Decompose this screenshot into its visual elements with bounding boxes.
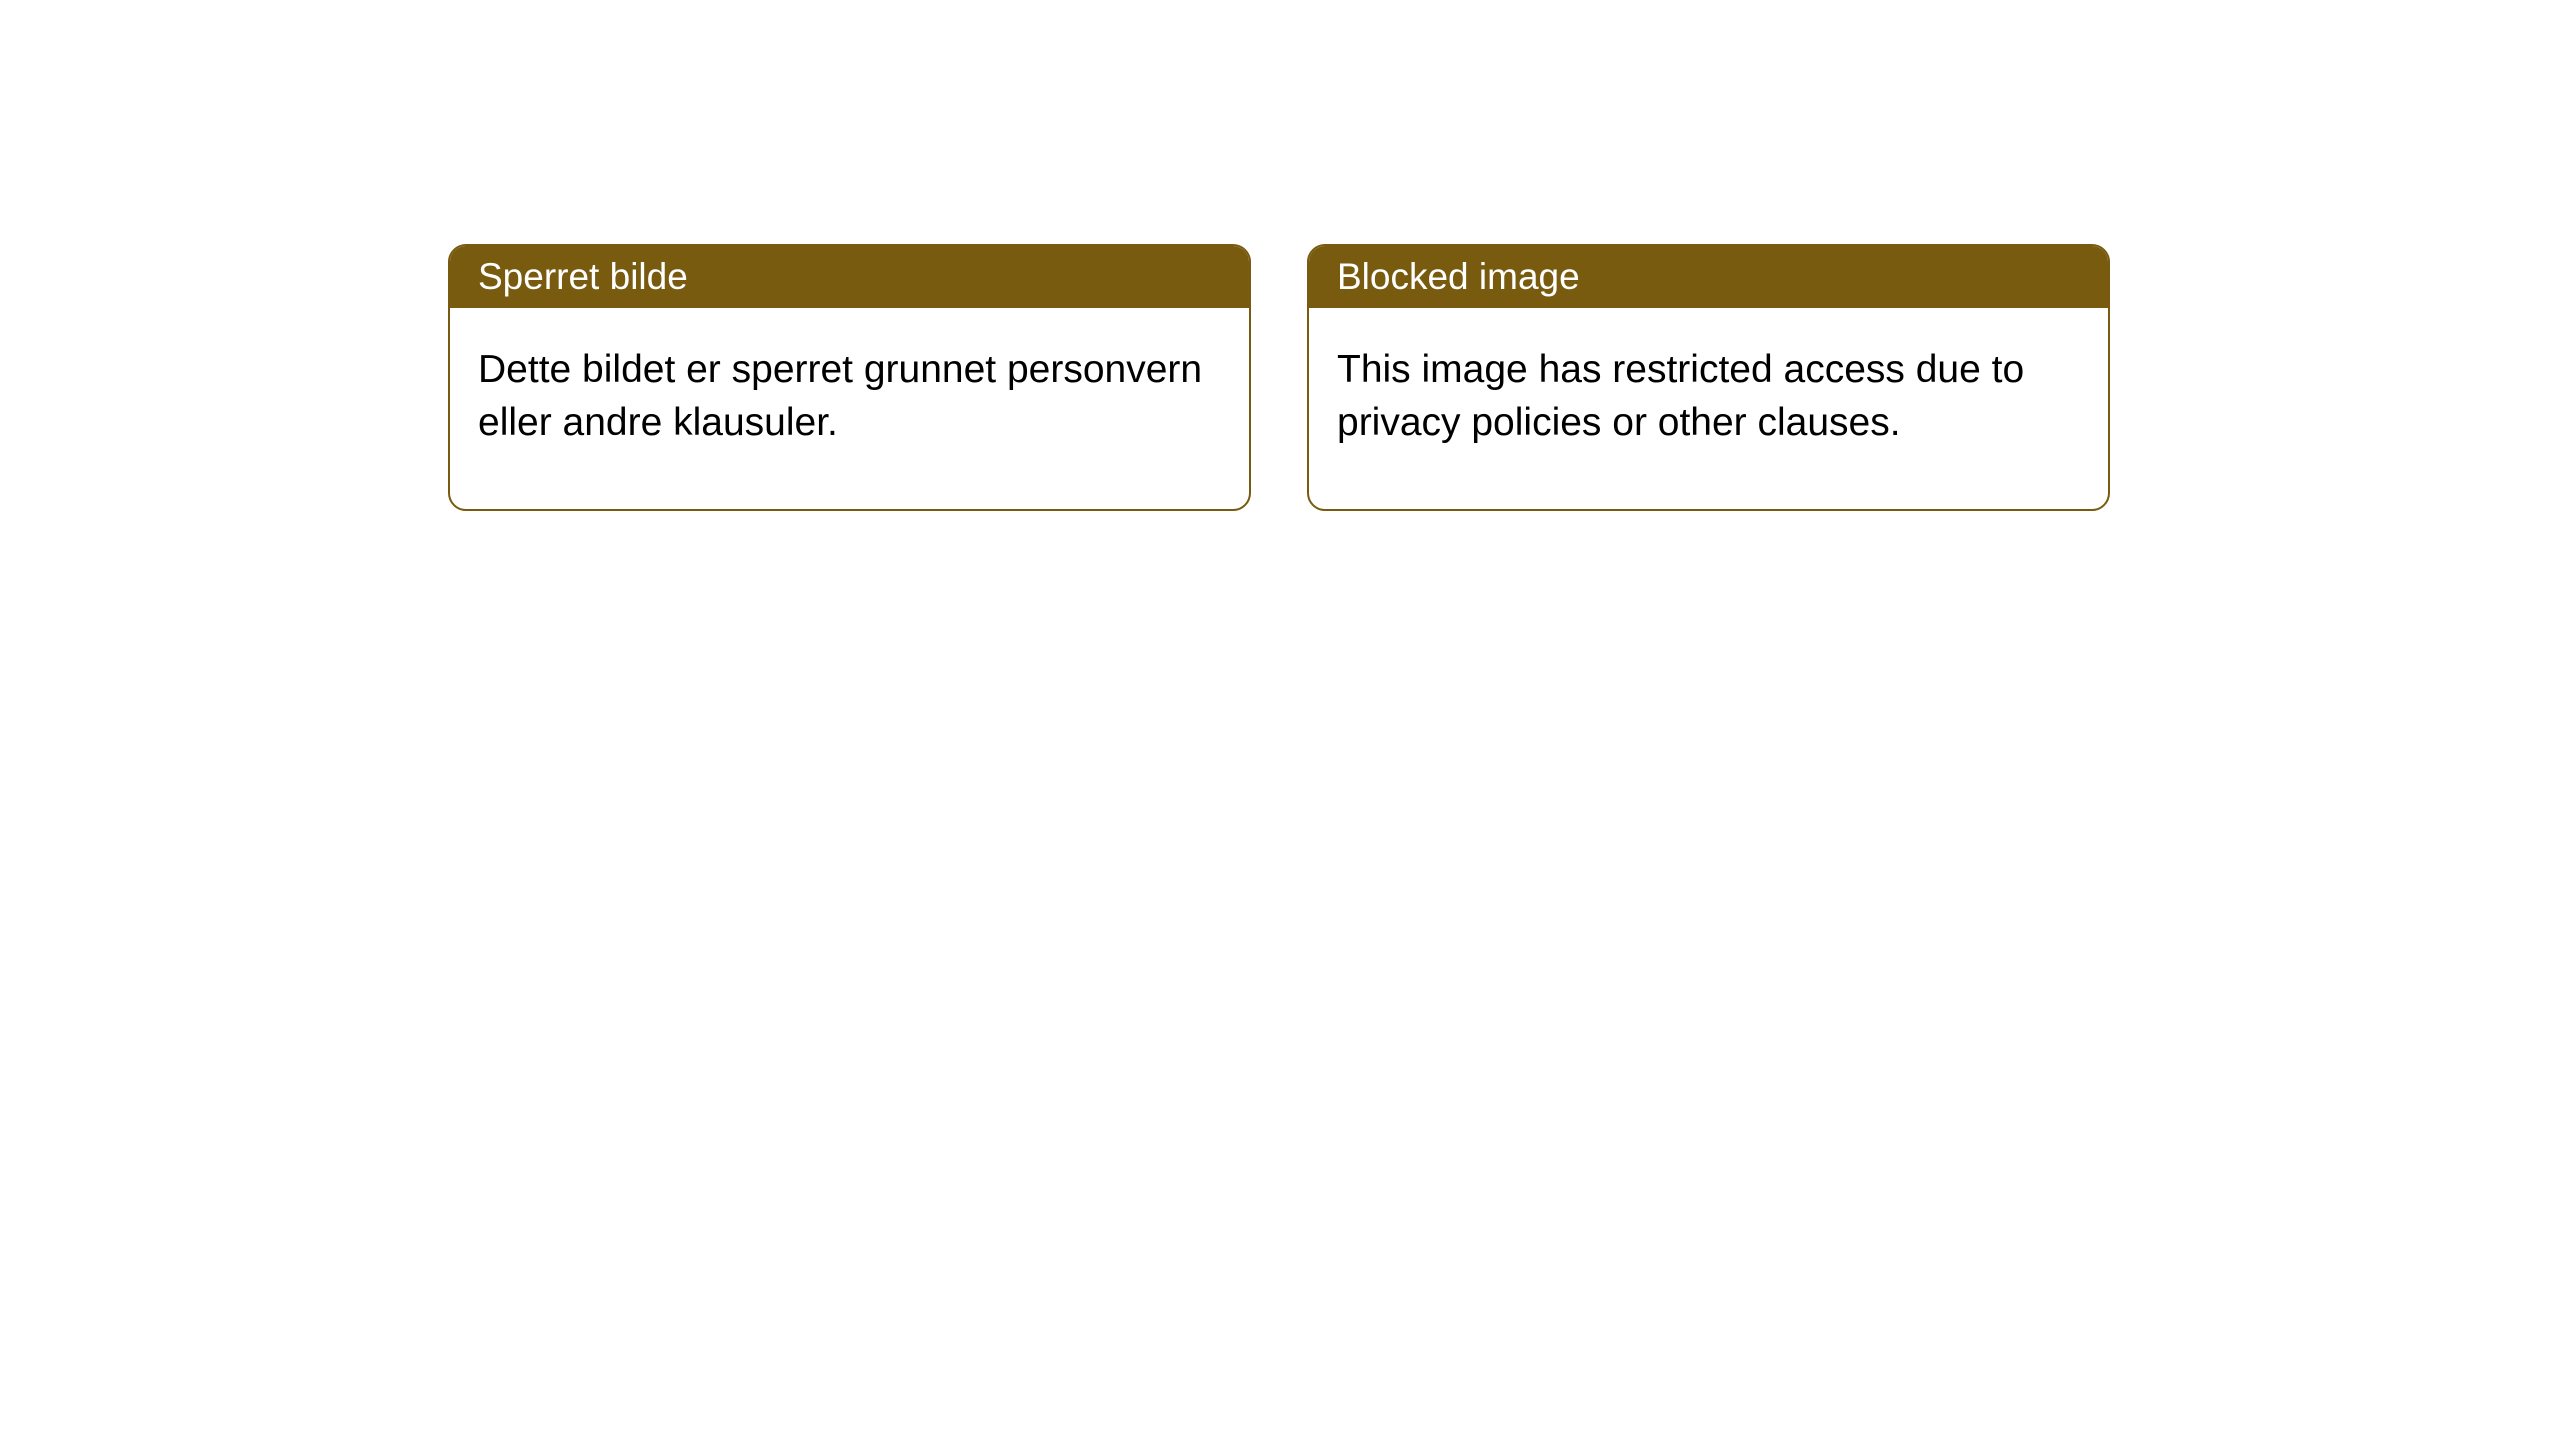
notice-title: Sperret bilde [478,256,688,297]
notice-body: This image has restricted access due to … [1309,308,2108,509]
notice-header: Sperret bilde [450,246,1249,308]
notice-card-english: Blocked image This image has restricted … [1307,244,2110,511]
notice-body: Dette bildet er sperret grunnet personve… [450,308,1249,509]
notice-text: Dette bildet er sperret grunnet personve… [478,348,1202,444]
notice-header: Blocked image [1309,246,2108,308]
notice-card-norwegian: Sperret bilde Dette bildet er sperret gr… [448,244,1251,511]
notice-container: Sperret bilde Dette bildet er sperret gr… [448,244,2110,511]
notice-text: This image has restricted access due to … [1337,348,2024,444]
notice-title: Blocked image [1337,256,1580,297]
